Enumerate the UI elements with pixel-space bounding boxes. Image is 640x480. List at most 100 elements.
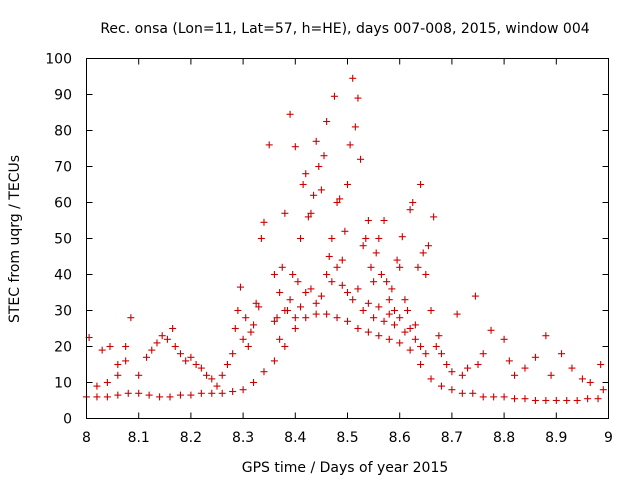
- data-point: [176, 350, 184, 358]
- data-point: [422, 271, 430, 278]
- data-point: [218, 371, 226, 379]
- y-tick-label: 0: [63, 412, 72, 428]
- y-tick-label: 40: [54, 268, 72, 284]
- data-point: [390, 321, 398, 329]
- data-point: [114, 391, 122, 399]
- data-point: [328, 278, 336, 286]
- data-point: [231, 325, 239, 332]
- data-point: [260, 368, 268, 376]
- data-point: [312, 310, 320, 318]
- data-point: [359, 242, 367, 250]
- data-point: [312, 299, 320, 307]
- data-point: [333, 314, 341, 322]
- data-point: [323, 271, 331, 278]
- data-point: [411, 335, 419, 343]
- data-point: [187, 353, 195, 361]
- data-point: [573, 397, 581, 404]
- data-point: [223, 361, 231, 368]
- data-point: [278, 263, 286, 271]
- data-point: [344, 289, 351, 296]
- data-point: [312, 137, 320, 145]
- data-point: [594, 395, 602, 403]
- data-point: [401, 296, 409, 304]
- data-point: [187, 391, 195, 399]
- data-point: [458, 389, 466, 397]
- data-point: [315, 163, 323, 170]
- data-point: [383, 278, 391, 286]
- data-point: [291, 143, 299, 151]
- data-point: [406, 206, 414, 214]
- data-point: [417, 361, 425, 368]
- data-point: [148, 346, 156, 354]
- y-tick-label: 60: [54, 196, 72, 212]
- data-point: [336, 195, 344, 203]
- data-point: [239, 335, 247, 343]
- data-point: [578, 375, 586, 383]
- plot-frame: [86, 58, 609, 419]
- data-point: [500, 393, 508, 401]
- y-tick-label: 90: [54, 88, 72, 104]
- data-point: [289, 271, 297, 278]
- data-point: [521, 395, 529, 403]
- data-point: [584, 395, 592, 403]
- data-point: [479, 393, 487, 401]
- data-point: [385, 335, 393, 343]
- y-tick-label: 100: [45, 52, 72, 68]
- data-point: [124, 389, 132, 397]
- data-point: [182, 357, 190, 365]
- data-point: [229, 350, 237, 358]
- data-point: [252, 299, 260, 307]
- data-point: [375, 332, 383, 340]
- data-point: [364, 217, 372, 224]
- data-point: [542, 397, 550, 404]
- data-point: [377, 271, 385, 278]
- data-point: [294, 278, 302, 286]
- data-point: [458, 371, 466, 379]
- data-point: [531, 353, 539, 361]
- data-point: [401, 328, 409, 336]
- data-point: [158, 332, 166, 340]
- data-point: [286, 296, 294, 304]
- x-tick-label: 8.5: [336, 430, 358, 446]
- data-point: [367, 263, 375, 271]
- data-point: [103, 379, 111, 386]
- data-point: [437, 382, 445, 390]
- data-point: [302, 170, 310, 178]
- data-point: [393, 256, 401, 264]
- data-point: [276, 289, 284, 296]
- data-point: [568, 364, 576, 372]
- data-point: [354, 94, 362, 102]
- data-point: [270, 271, 278, 278]
- axis-ticks: [86, 58, 609, 419]
- data-point: [385, 296, 393, 304]
- data-point: [505, 357, 513, 365]
- data-point: [197, 389, 205, 397]
- data-point: [396, 314, 404, 322]
- data-point: [406, 346, 414, 354]
- y-tick-label: 50: [54, 232, 72, 248]
- data-point: [396, 339, 404, 347]
- data-point: [145, 391, 153, 399]
- data-point: [341, 227, 349, 235]
- data-point: [304, 213, 312, 221]
- data-point: [299, 181, 307, 188]
- data-point: [479, 350, 487, 358]
- data-point: [333, 199, 341, 206]
- data-point: [558, 350, 566, 358]
- data-point: [291, 314, 299, 322]
- chart-title: Rec. onsa (Lon=11, Lat=57, h=HE), days 0…: [100, 21, 589, 37]
- x-tick-label: 9: [604, 430, 613, 446]
- data-point: [307, 285, 315, 293]
- data-point: [443, 361, 451, 368]
- data-point: [490, 393, 498, 401]
- data-point: [323, 310, 331, 318]
- data-point: [380, 217, 388, 224]
- data-point: [328, 235, 336, 242]
- data-point: [320, 152, 328, 160]
- data-point: [586, 379, 594, 386]
- data-point: [349, 74, 357, 82]
- y-tick-label: 10: [54, 376, 72, 392]
- data-point: [317, 292, 325, 300]
- data-point: [257, 235, 265, 242]
